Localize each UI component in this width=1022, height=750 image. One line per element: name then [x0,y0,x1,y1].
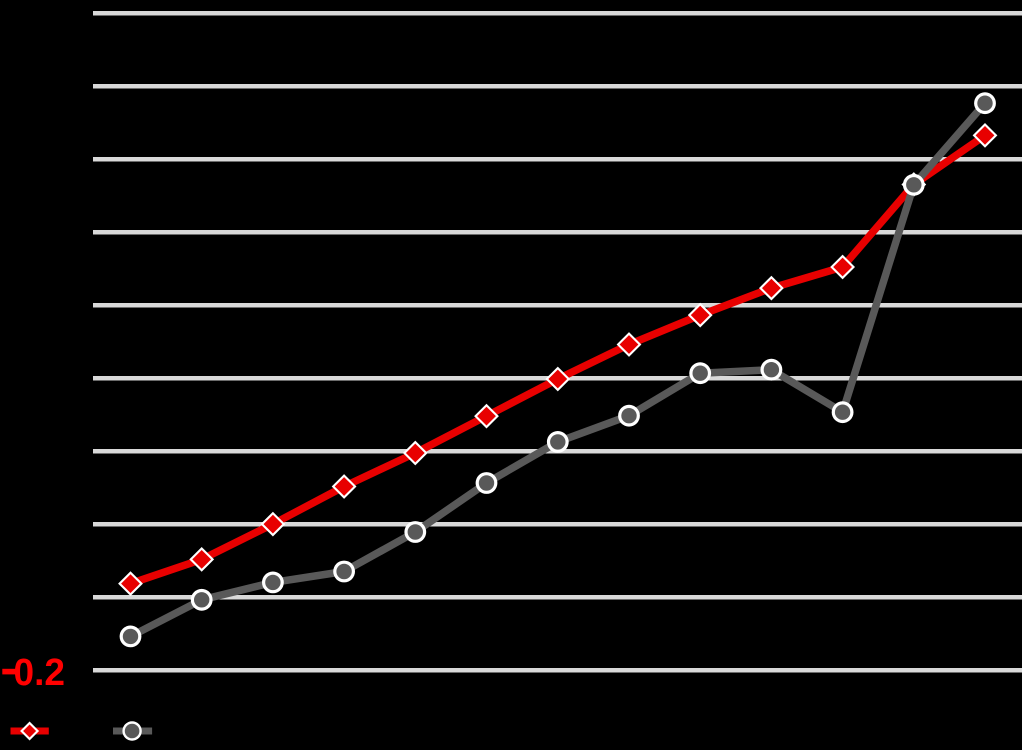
svg-text:0.2: 0.2 [14,651,66,694]
